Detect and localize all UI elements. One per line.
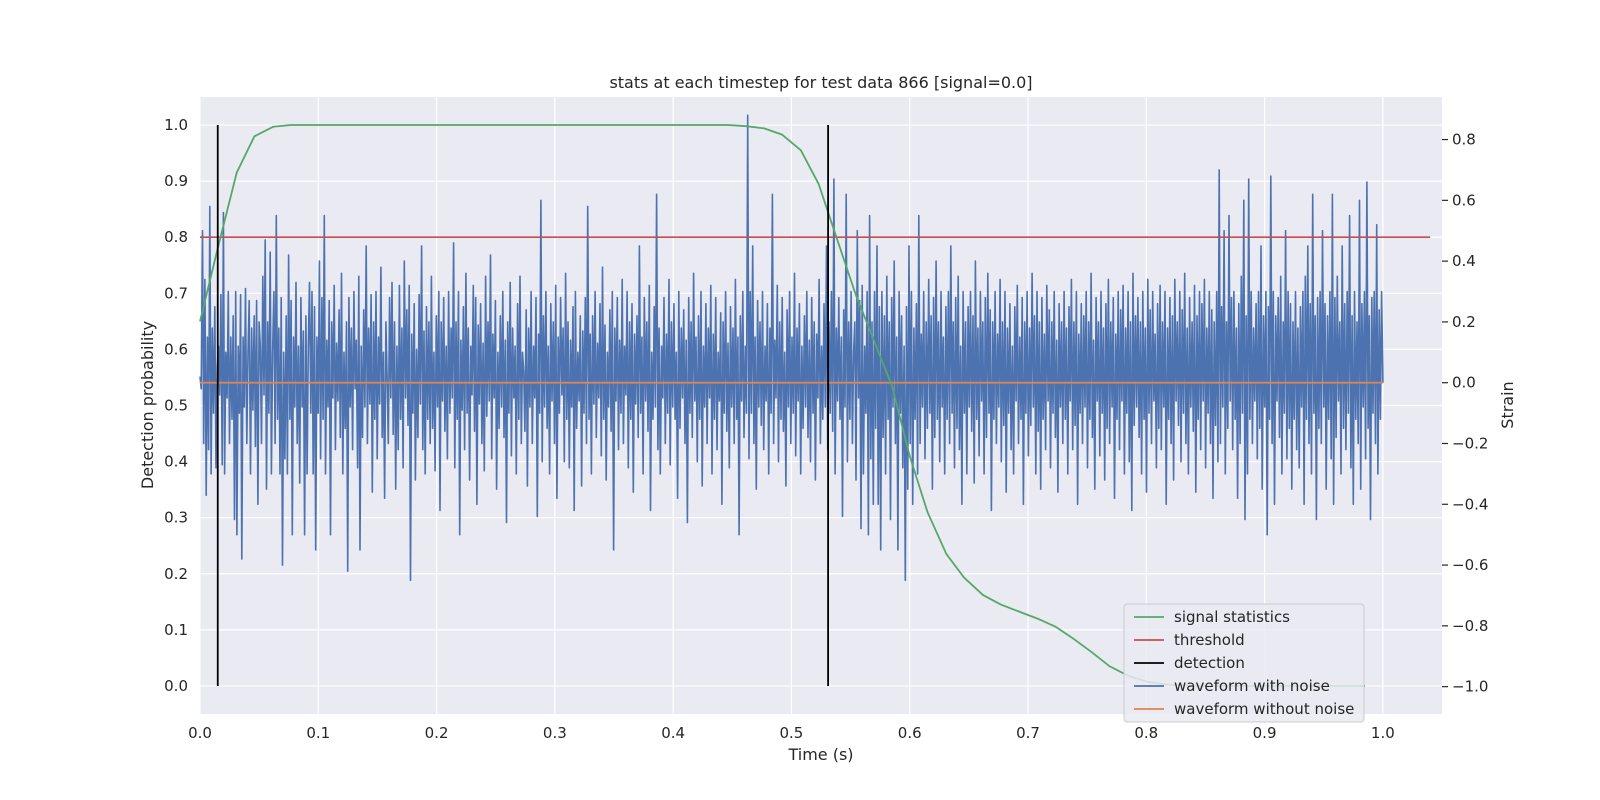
y2-tick-label: −0.2 [1452,434,1488,452]
y-tick-label: 0.2 [164,565,188,583]
y2-tick-label: 0.8 [1452,131,1476,149]
y-tick-label: 0.8 [164,228,188,246]
x-axis-label: Time (s) [787,745,853,764]
legend-label-signal-statistics: signal statistics [1174,608,1290,626]
y-tick-label: 0.1 [164,621,188,639]
y2-tick-label: −1.0 [1452,678,1488,696]
x-tick-label: 0.3 [543,724,567,742]
y2-tick-label: −0.4 [1452,495,1488,513]
y-tick-label: 0.7 [164,284,188,302]
series-waveform-with-noise [199,114,1384,582]
y2-tick-label: −0.6 [1452,556,1488,574]
y-tick-label: 1.0 [164,116,188,134]
y2-tick-label: 0.2 [1452,313,1476,331]
legend: signal statistics threshold detection wa… [1123,603,1365,723]
x-tick-label: 0.7 [1016,724,1040,742]
x-tick-label: 1.0 [1371,724,1395,742]
x-tick-label: 0.8 [1134,724,1158,742]
legend-label-detection: detection [1174,654,1245,672]
legend-label-waveform-without-noise: waveform without noise [1174,700,1354,718]
chart-title: stats at each timestep for test data 866… [609,73,1032,92]
y-axis-label: Detection probability [138,321,157,489]
x-tick-label: 0.2 [425,724,449,742]
y2-axis-label: Strain [1498,381,1517,428]
y2-tick-label: 0.4 [1452,252,1476,270]
legend-box [1123,603,1365,723]
x-tick-label: 0.1 [306,724,330,742]
y-axis-ticks: 0.0 0.1 0.2 0.3 0.4 0.5 0.6 0.7 0.8 0.9 1.0 [164,116,188,695]
y-tick-label: 0.0 [164,677,188,695]
y-tick-label: 0.4 [164,453,188,471]
x-tick-label: 0.9 [1253,724,1277,742]
y2-tick-label: 0.6 [1452,191,1476,209]
y-tick-label: 0.9 [164,172,188,190]
y-tick-label: 0.6 [164,340,188,358]
x-tick-label: 0.5 [779,724,803,742]
y2-axis-ticks: −1.0 −0.8 −0.6 −0.4 −0.2 0.0 0.2 0.4 0.6 0.8 [1442,131,1488,696]
y2-tick-label: −0.8 [1452,617,1488,635]
x-tick-label: 0.4 [661,724,685,742]
legend-label-threshold: threshold [1174,631,1245,649]
y2-tick-label: 0.0 [1452,374,1476,392]
legend-label-waveform-with-noise: waveform with noise [1174,677,1330,695]
y-tick-label: 0.5 [164,397,188,415]
x-tick-label: 0.6 [898,724,922,742]
y-tick-label: 0.3 [164,509,188,527]
x-axis-ticks: 0.0 0.1 0.2 0.3 0.4 0.5 0.6 0.7 0.8 0.9 1.0 [188,724,1395,742]
x-tick-label: 0.0 [188,724,212,742]
